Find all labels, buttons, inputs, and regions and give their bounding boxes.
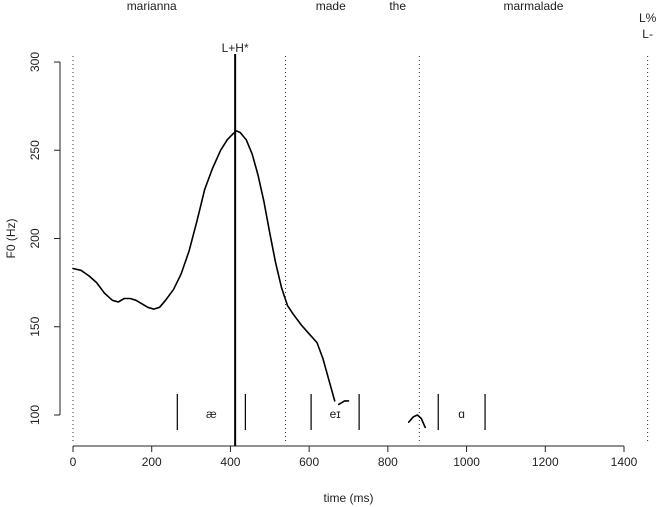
x-tick-label: 200 [142, 455, 162, 469]
vowel-label: ɑ [458, 407, 465, 421]
word-label: marianna [127, 0, 177, 13]
f0-segment [72, 130, 336, 402]
boundary-tone-label: L% [639, 11, 657, 25]
word-labels: marianna made the marmalade [127, 0, 564, 13]
f0-segment [337, 400, 350, 406]
f0-contour [72, 130, 426, 429]
x-tick-label: 400 [220, 455, 240, 469]
vowel-label: eɪ [330, 407, 341, 421]
x-axis-ticks: 0 200 400 600 800 1000 1200 1400 [70, 446, 638, 469]
y-tick-label: 200 [28, 228, 42, 248]
y-tick-label: 150 [28, 316, 42, 336]
f0-segment [407, 414, 426, 429]
plot-frame [59, 62, 624, 447]
word-boundaries [72, 56, 649, 444]
y-tick-label: 250 [28, 140, 42, 160]
vowel-label: æ [206, 407, 217, 421]
x-tick-label: 0 [70, 455, 77, 469]
word-label: made [316, 0, 346, 13]
x-tick-label: 800 [378, 455, 398, 469]
boundary-tone: L% L- [639, 11, 657, 41]
y-tick-label: 300 [28, 52, 42, 72]
accent-label: L+H* [222, 41, 249, 55]
vowel-intervals: æ eɪ ɑ [176, 394, 486, 430]
x-axis-label: time (ms) [324, 491, 374, 505]
word-label: marmalade [503, 0, 563, 13]
y-tick-label: 100 [28, 405, 42, 425]
x-tick-label: 1000 [453, 455, 480, 469]
x-tick-label: 600 [299, 455, 319, 469]
y-axis-label: F0 (Hz) [4, 219, 18, 259]
y-axis-ticks: 100 150 200 250 300 [28, 52, 60, 425]
phrase-accent-label: L- [642, 27, 653, 41]
x-tick-label: 1400 [611, 455, 638, 469]
word-label: the [389, 0, 406, 13]
x-tick-label: 1200 [532, 455, 559, 469]
pitch-accent: L+H* [222, 41, 249, 446]
